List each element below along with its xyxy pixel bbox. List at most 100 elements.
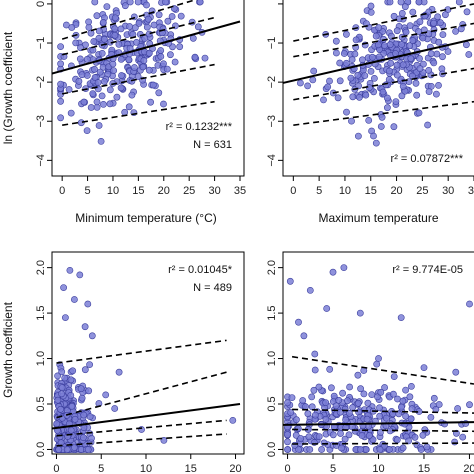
data-point [125,56,133,63]
data-point [311,366,319,374]
data-point [361,72,369,79]
data-point [408,405,416,413]
data-point [163,65,171,73]
data-point [155,89,163,97]
data-point [295,318,302,326]
data-point [415,0,423,6]
data-point [385,76,393,83]
y-tick-label: 2.0 [35,260,47,275]
panel-minimum-temperature-growth: 0 5 10 15 20 0.0 0.5 1.0 1.5 2.0 Growth coefficien… [1,251,245,474]
data-point [58,368,66,376]
data-point [98,92,106,100]
data-point [53,420,61,428]
data-point [393,27,401,35]
data-point [88,434,95,442]
data-point [455,0,463,6]
data-point [68,24,76,31]
data-point [378,113,386,121]
data-point [133,39,140,46]
data-point [57,114,64,122]
panel-maximum-temperature-ln: 0 5 10 15 20 25 30 35 −1 −2 −3 −4 Maximum temperatur… [266,0,474,225]
data-point [466,401,473,409]
data-point [71,415,79,423]
data-point [110,67,117,74]
data-point [377,388,385,396]
data-point [459,433,467,441]
data-point [130,64,138,71]
data-point [415,109,423,117]
data-point [326,77,333,85]
data-point [342,30,350,38]
data-point [334,94,342,102]
data-point [382,414,390,422]
data-point [413,91,421,99]
data-point [308,403,316,411]
x-tick-label: 0 [53,463,59,474]
data-point [168,13,176,20]
data-point [406,42,414,50]
data-point [135,19,143,27]
data-point [421,426,429,434]
data-point [374,41,382,49]
data-point [423,443,431,451]
data-point [399,61,407,69]
data-point [160,436,168,444]
data-point [295,446,302,453]
data-point [372,32,380,40]
data-point [416,55,423,62]
data-point [364,399,372,407]
data-point [177,12,185,20]
data-point [338,444,345,452]
data-point [368,53,376,61]
data-point [407,382,415,390]
data-point [111,31,119,39]
data-point [318,446,325,453]
x-tick-label: 35 [468,185,474,197]
y-tick-label: −4 [266,154,278,167]
data-point [376,446,384,453]
data-point [347,74,355,82]
data-point [191,53,199,61]
data-point [128,91,136,99]
quantile-regression-line [293,3,474,42]
data-point [98,50,106,57]
data-point [373,360,381,368]
data-point [296,79,304,87]
data-point [392,98,400,105]
data-point [346,383,353,391]
quantile-regression-line [293,67,474,101]
data-point [349,404,356,411]
data-point [57,97,64,105]
data-point [291,441,299,449]
data-point [106,100,114,108]
data-point [144,15,152,23]
data-point [354,371,362,379]
data-point [97,137,105,145]
data-point [155,11,163,19]
data-point [83,55,91,63]
data-point [103,3,111,10]
data-point [439,31,447,38]
quantile-regression-line [292,408,474,414]
data-point [340,264,348,271]
data-point [287,409,295,416]
data-point [320,96,327,104]
data-point [67,376,75,384]
data-point [88,332,96,340]
y-tick-label: 0.0 [35,442,47,457]
data-point [81,366,89,374]
data-point [385,67,393,75]
data-point [436,19,444,27]
data-point [306,286,314,294]
data-point [80,98,88,106]
quantile-regression-line [56,433,227,447]
y-tick-label: 0 [35,1,47,7]
data-point [315,383,323,391]
data-point [194,23,202,31]
data-point [414,28,422,35]
data-point [65,86,73,93]
x-tick-label: 20 [463,463,474,474]
data-point [393,71,401,79]
data-point [309,76,317,84]
